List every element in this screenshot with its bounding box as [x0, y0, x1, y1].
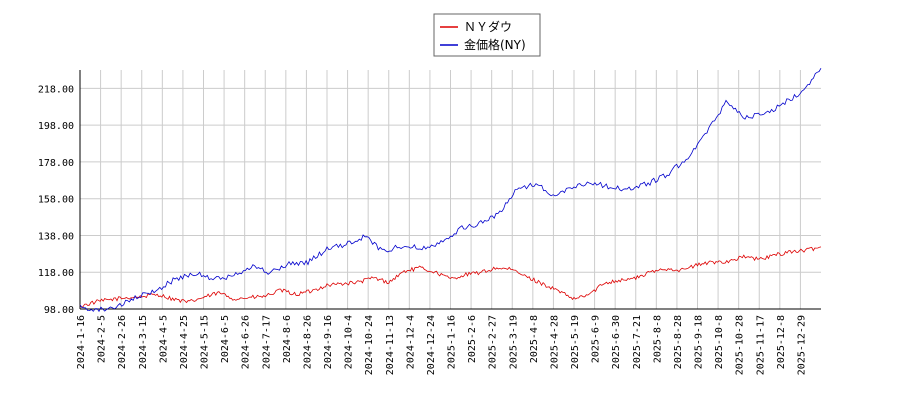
series-lines: [79, 68, 822, 313]
x-tick-label: 2025-6-30: [611, 315, 622, 369]
x-tick-label: 2024-2-26: [117, 315, 128, 369]
x-tick-label: 2024-9-16: [323, 315, 334, 369]
x-tick-label: 2025-10-28: [735, 315, 746, 375]
legend-box: [433, 13, 541, 57]
x-tick-label: 2025-3-19: [508, 315, 519, 369]
x-tick-label: 2025-2-6: [467, 315, 478, 363]
x-tick-label: 2024-8-26: [302, 315, 313, 369]
legend-label: ＮＹダウ: [464, 19, 512, 34]
y-tick-label: 198.00: [38, 121, 74, 132]
x-tick-label: 2025-7-21: [632, 315, 643, 369]
x-axis-tick-labels: 2024-1-16 2024-2-5 2024-2-26 2024-3-15 2024-…: [76, 315, 807, 375]
x-tick-label: 2025-12-29: [796, 315, 807, 375]
axes: [79, 70, 821, 310]
x-tick-label: 2025-4-28: [549, 315, 560, 369]
y-tick-label: 158.00: [38, 195, 74, 206]
series-line-0: [79, 246, 822, 308]
x-tick-label: 2024-6-26: [241, 315, 252, 369]
x-tick-label: 2025-11-17: [755, 315, 766, 375]
x-tick-label: 2024-4-5: [158, 315, 169, 363]
x-tick-label: 2024-1-16: [76, 315, 87, 369]
x-tick-label: 2024-11-13: [385, 315, 396, 375]
x-tick-label: 2024-10-4: [344, 315, 355, 369]
x-tick-label: 2025-4-8: [529, 315, 540, 363]
series-line-1: [79, 68, 822, 313]
x-tick-label: 2025-10-8: [714, 315, 725, 369]
x-tick-label: 2024-5-15: [200, 315, 211, 369]
x-tick-label: 2025-5-19: [570, 315, 581, 369]
x-tick-label: 2025-1-16: [447, 315, 458, 369]
x-tick-label: 2025-6-9: [591, 315, 602, 363]
x-tick-label: 2024-12-24: [426, 315, 437, 375]
x-tick-label: 2025-8-28: [673, 315, 684, 369]
x-tick-label: 2024-8-6: [282, 315, 293, 363]
x-tick-label: 2025-12-8: [776, 315, 787, 369]
y-tick-label: 118.00: [38, 268, 74, 279]
grid-lines: [79, 70, 821, 310]
x-tick-label: 2024-6-5: [220, 315, 231, 363]
x-tick-label: 2025-9-18: [694, 315, 705, 369]
y-tick-label: 218.00: [38, 84, 74, 95]
x-tick-label: 2024-4-25: [179, 315, 190, 369]
x-tick-label: 2025-2-27: [488, 315, 499, 369]
x-tick-label: 2024-12-4: [405, 315, 416, 369]
y-axis-tick-labels: 98.00 118.00 138.00 158.00 178.00 198.00 218.0…: [38, 84, 74, 316]
y-tick-label: 138.00: [38, 231, 74, 242]
x-tick-label: 2024-2-5: [97, 315, 108, 363]
legend-label: 金価格(NY): [464, 37, 526, 52]
x-tick-label: 2024-7-17: [261, 315, 272, 369]
x-tick-label: 2024-3-15: [138, 315, 149, 369]
x-tick-label: 2025-8-8: [652, 315, 663, 363]
x-tick-label: 2024-10-24: [364, 315, 375, 375]
y-tick-label: 98.00: [44, 305, 74, 316]
y-tick-label: 178.00: [38, 158, 74, 169]
